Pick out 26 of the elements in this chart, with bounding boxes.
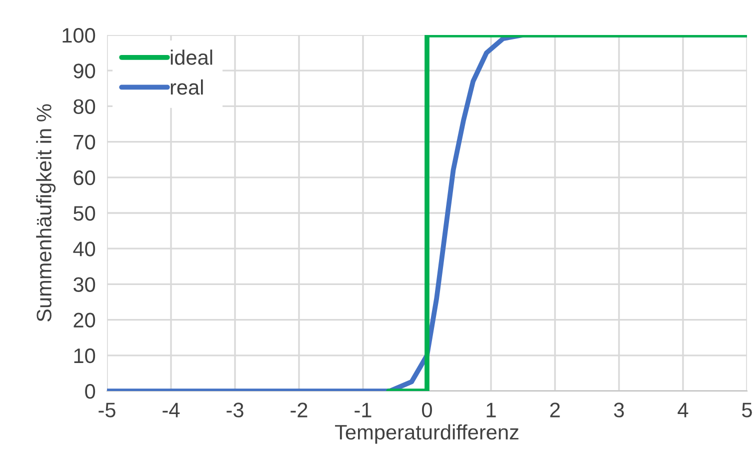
x-tick-label: 5 <box>742 402 752 418</box>
y-tick-label: 50 <box>74 206 96 221</box>
y-axis-title: Summenhäufigkeit in % <box>36 104 56 322</box>
x-tick-label: -5 <box>98 402 116 418</box>
y-tick-label: 30 <box>74 277 96 292</box>
y-tick-label: 90 <box>74 64 96 78</box>
legend-label: real <box>170 79 203 95</box>
y-tick-label: 10 <box>74 348 96 364</box>
x-axis-title: Temperaturdifferenz <box>335 424 518 444</box>
y-tick-label: 60 <box>74 170 96 186</box>
x-tick-label: 1 <box>486 402 496 418</box>
x-tick-label: 3 <box>614 402 624 418</box>
x-tick-label: -4 <box>162 402 180 418</box>
y-tick-label: 0 <box>85 384 96 399</box>
x-tick-label: 0 <box>422 402 432 418</box>
y-tick-label: 100 <box>62 28 96 43</box>
x-tick-label: -3 <box>226 402 244 418</box>
y-tick-label: 70 <box>74 134 96 150</box>
legend-label: ideal <box>170 50 212 65</box>
x-tick-label: -2 <box>290 402 308 418</box>
x-tick-label: 4 <box>678 402 688 418</box>
x-tick-label: 2 <box>550 402 560 418</box>
x-tick-label: -1 <box>354 402 372 418</box>
y-tick-label: 40 <box>73 242 96 256</box>
y-tick-label: 80 <box>74 99 96 114</box>
y-tick-label: 20 <box>74 312 96 328</box>
